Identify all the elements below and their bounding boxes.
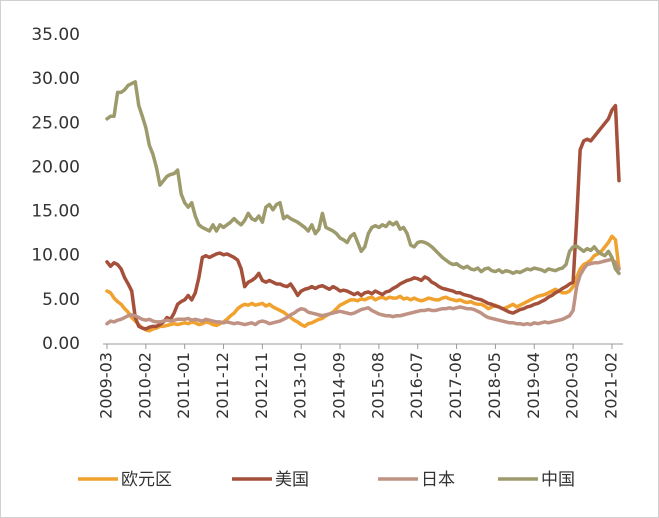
y-tick-label: 35.00: [31, 25, 80, 45]
x-tick-label: 2020-03: [563, 352, 582, 419]
legend-label: 中国: [541, 470, 575, 490]
x-tick-label: 2019-04: [524, 352, 543, 419]
x-tick-label: 2012-11: [252, 352, 271, 419]
x-tick-label: 2021-02: [601, 352, 620, 419]
x-tick-label: 2018-05: [485, 352, 504, 419]
x-tick-label: 2010-02: [135, 352, 154, 419]
y-tick-label: 15.00: [31, 202, 80, 222]
legend-label: 美国: [275, 470, 309, 490]
x-tick-label: 2009-03: [97, 352, 116, 419]
x-tick-label: 2014-09: [330, 352, 349, 419]
x-tick-label: 2017-06: [446, 352, 465, 419]
line-series: [105, 257, 621, 327]
x-tick-label: 2016-07: [407, 352, 426, 419]
x-tick-label: 2015-08: [368, 352, 387, 419]
y-tick-label: 30.00: [31, 69, 80, 89]
y-tick-label: 10.00: [31, 246, 80, 266]
legend-label: 欧元区: [121, 470, 172, 490]
legend-label: 日本: [421, 470, 455, 490]
line-series: [105, 80, 621, 276]
x-tick-label: 2011-12: [213, 352, 232, 419]
y-tick-label: 5.00: [42, 290, 80, 310]
x-tick-label: 2011-01: [174, 352, 193, 419]
y-tick-label: 25.00: [31, 113, 80, 133]
y-tick-label: 0.00: [42, 334, 80, 354]
x-tick-label: 2013-10: [291, 352, 310, 419]
line-series: [105, 234, 621, 333]
y-tick-label: 20.00: [31, 157, 80, 177]
line-series: [105, 103, 621, 331]
